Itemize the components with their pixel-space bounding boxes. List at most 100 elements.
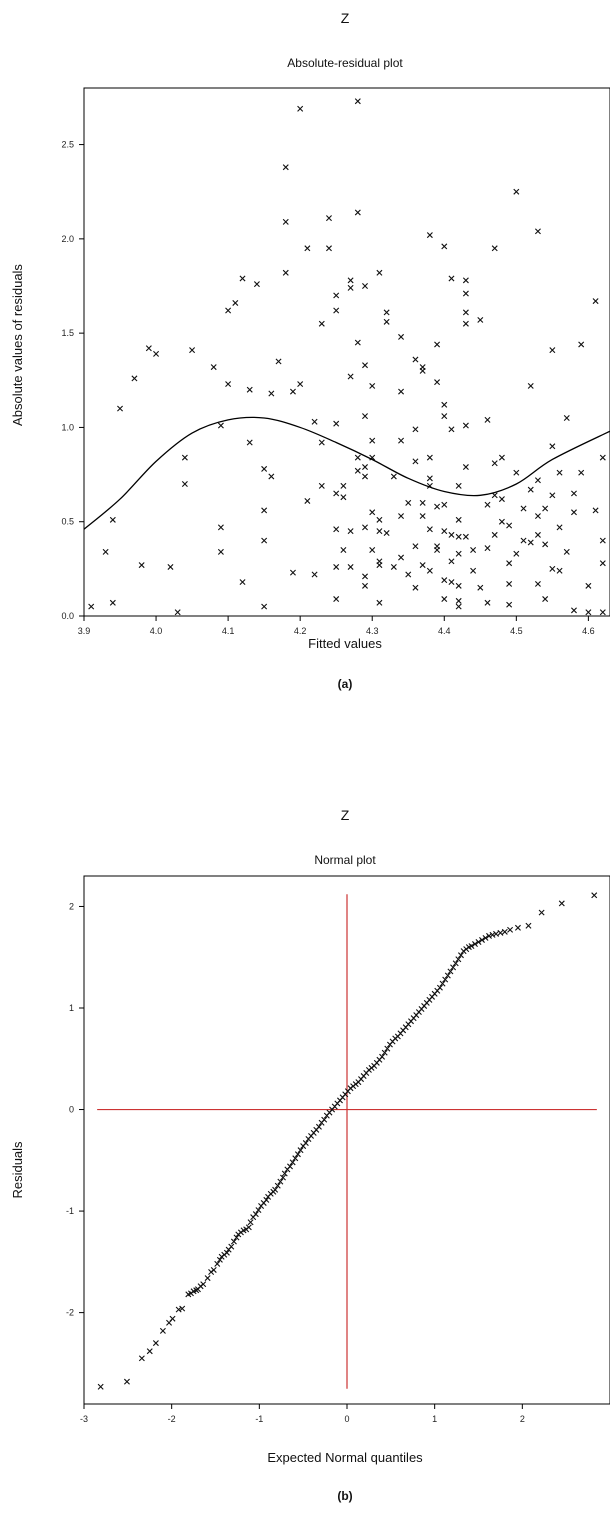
chart-a-point xyxy=(340,547,347,553)
chart-a-point xyxy=(470,547,477,553)
chart-a-point xyxy=(549,565,556,572)
chart-a-point xyxy=(376,516,383,523)
chart-a-point xyxy=(455,582,462,589)
chart-a-point xyxy=(282,269,289,276)
chart-a-point xyxy=(513,188,520,195)
chart-b-point xyxy=(381,1049,388,1056)
chart-a-point xyxy=(340,494,347,501)
chart-a-point xyxy=(347,563,354,570)
chart-a-point xyxy=(398,388,405,395)
chart-a-point xyxy=(311,418,318,425)
chart-a-point xyxy=(390,563,397,570)
chart-b-point xyxy=(455,956,462,963)
chart-a-point xyxy=(592,298,599,305)
chart-a-point xyxy=(217,548,224,555)
chart-b-xtick-label: 0 xyxy=(344,1414,349,1424)
chart-b-point xyxy=(255,1207,262,1214)
chart-b-point xyxy=(289,1159,296,1166)
chart-a-point xyxy=(412,543,419,550)
chart-b-point xyxy=(297,1147,304,1154)
chart-a-y-ticks: 0.0 0.5 1.0 1.5 2.0 2.5 xyxy=(61,140,84,621)
chart-a-point xyxy=(441,596,448,603)
chart-b-point xyxy=(247,1219,254,1226)
chart-a-point xyxy=(181,481,188,487)
chart-a-point xyxy=(362,362,369,369)
chart-a-point xyxy=(441,243,448,250)
chart-b-point xyxy=(514,924,521,931)
chart-b-point xyxy=(439,980,446,987)
chart-a-xtick-label: 4.2 xyxy=(294,626,307,636)
chart-a-xtick-label: 4.6 xyxy=(582,626,595,636)
absolute-residual-chart: Z Absolute-residual plot 0.0 0.5 1.0 1.5 2.0… xyxy=(10,10,610,691)
chart-a-point xyxy=(333,307,340,314)
chart-a-point xyxy=(268,473,275,480)
chart-a-point xyxy=(534,477,541,484)
chart-a-point xyxy=(174,609,181,616)
chart-a-point xyxy=(239,275,246,282)
chart-a-point xyxy=(563,415,570,421)
chart-a-point xyxy=(333,420,340,427)
chart-a-point xyxy=(354,454,361,461)
chart-a-point xyxy=(246,439,253,446)
chart-a-point xyxy=(578,341,585,348)
chart-a-point xyxy=(419,367,426,374)
chart-a-point xyxy=(354,467,361,474)
chart-a-point xyxy=(491,460,498,467)
chart-b-point xyxy=(321,1116,328,1123)
chart-a-point xyxy=(542,505,549,512)
chart-a-point xyxy=(181,454,188,461)
chart-a-point xyxy=(448,275,455,282)
chart-b-point xyxy=(436,984,443,991)
chart-a-point xyxy=(556,567,563,574)
chart-b-point xyxy=(501,928,508,935)
chart-a-point xyxy=(412,584,419,591)
chart-b-point xyxy=(468,943,475,950)
normal-plot-chart: Z Normal plot -2 -1 0 1 2 -3 -2 -1 0 1 2 Expected… xyxy=(10,807,610,1503)
chart-a-point xyxy=(369,547,376,553)
chart-a-point xyxy=(484,599,491,606)
chart-a-point xyxy=(441,528,448,535)
chart-a-point xyxy=(362,524,369,531)
chart-a-point xyxy=(369,437,376,444)
chart-a-point xyxy=(570,490,577,497)
chart-a-point xyxy=(289,569,296,576)
chart-a-point xyxy=(362,413,369,420)
chart-a-point xyxy=(354,98,361,105)
chart-a-point xyxy=(398,554,405,561)
chart-a-ytick-label: 0.5 xyxy=(61,517,74,527)
chart-a-point xyxy=(376,269,383,276)
chart-b-ytick-label: 2 xyxy=(69,901,74,911)
chart-a-point xyxy=(599,560,606,567)
chart-a-point xyxy=(513,469,520,476)
chart-a-point xyxy=(376,558,383,565)
chart-a-point xyxy=(520,505,527,512)
chart-b-point xyxy=(538,909,545,916)
chart-a-point xyxy=(462,290,469,297)
chart-a-point xyxy=(318,439,325,446)
chart-a-point xyxy=(441,413,448,420)
chart-a-point xyxy=(556,524,563,531)
chart-b-point xyxy=(159,1327,166,1334)
chart-a-point xyxy=(318,482,325,489)
chart-a-point xyxy=(585,582,592,589)
chart-b-point xyxy=(280,1174,286,1181)
chart-a-point xyxy=(383,530,390,537)
chart-a-xtick-label: 4.5 xyxy=(510,626,523,636)
chart-a-point xyxy=(311,571,318,578)
chart-a-points xyxy=(88,98,606,616)
chart-a-point xyxy=(491,531,498,538)
chart-a-plot-frame xyxy=(83,87,610,617)
chart-a-point xyxy=(369,509,376,516)
chart-a-point xyxy=(318,320,325,327)
chart-a-point xyxy=(412,458,419,465)
chart-b-point xyxy=(216,1256,223,1263)
chart-b-point xyxy=(479,936,485,943)
chart-a-point xyxy=(570,607,577,614)
chart-a-point xyxy=(570,509,577,516)
chart-a-point xyxy=(520,537,527,544)
chart-a-point xyxy=(549,347,556,354)
chart-a-point xyxy=(549,443,556,450)
chart-a-ylabel: Absolute values of residuals xyxy=(10,264,25,426)
chart-a-point xyxy=(282,218,289,225)
chart-a-point xyxy=(217,524,224,531)
